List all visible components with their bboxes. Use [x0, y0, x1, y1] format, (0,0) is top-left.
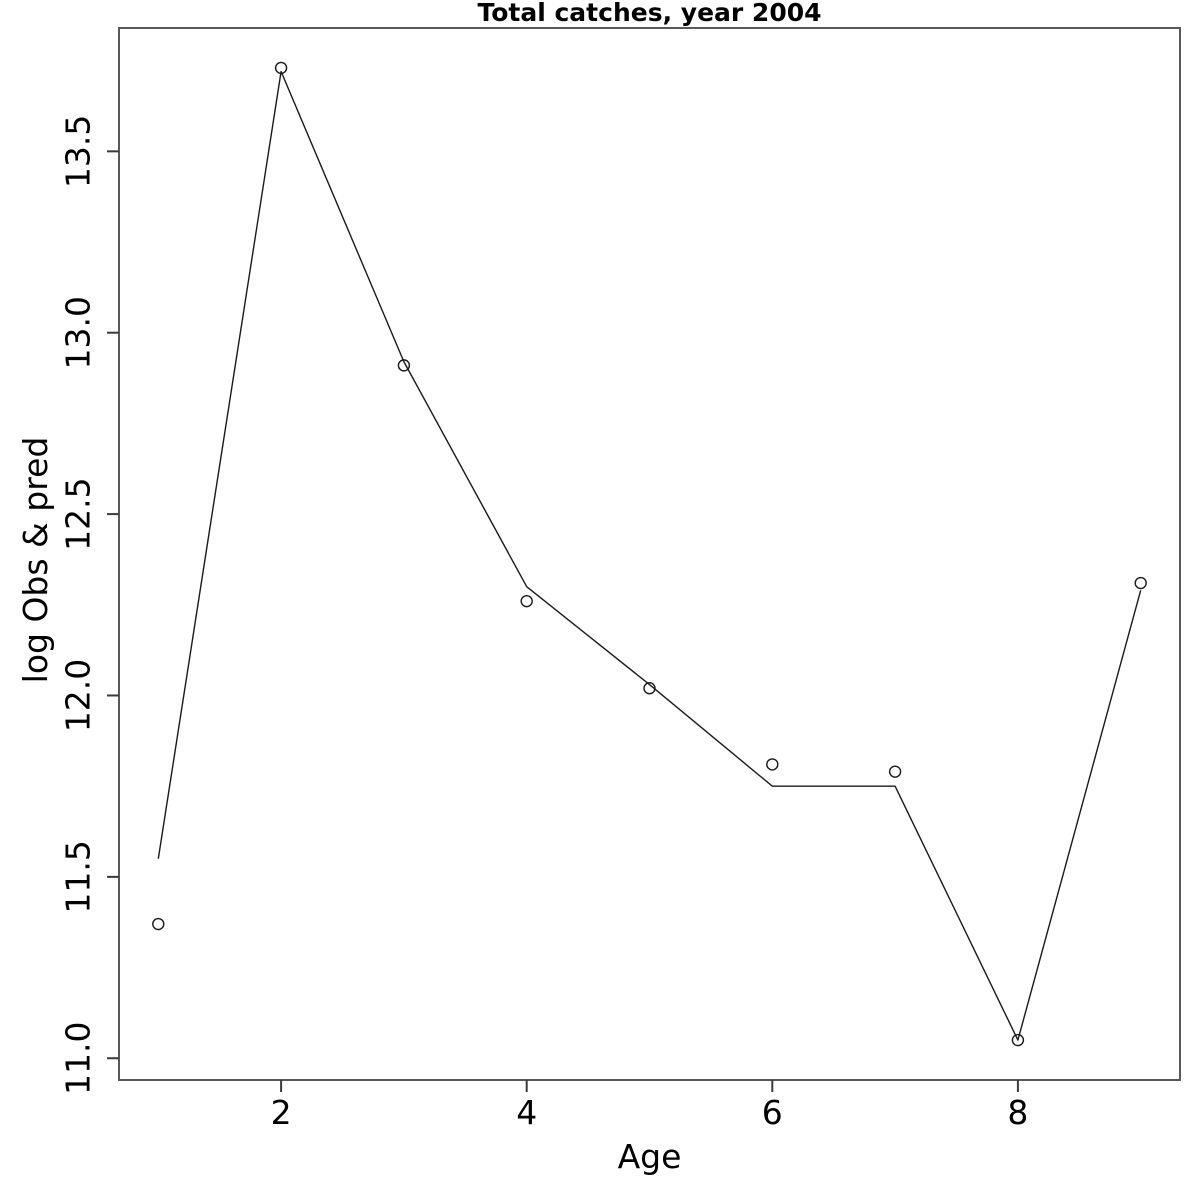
- y-tick-label: 12.0: [59, 659, 98, 732]
- predicted-line: [157, 70, 1142, 1041]
- y-tick-label: 13.5: [59, 115, 98, 188]
- observed-point: [520, 594, 533, 608]
- y-tick-label: 11.5: [59, 840, 98, 913]
- observed-point: [1011, 1033, 1025, 1047]
- x-tick-label: 4: [516, 1093, 537, 1132]
- y-axis-title: log Obs & pred: [16, 436, 55, 684]
- y-tick-label: 11.0: [59, 1021, 98, 1094]
- y-tick-label: 12.5: [59, 477, 98, 550]
- observed-point: [152, 917, 165, 931]
- observed-point: [643, 682, 656, 695]
- x-axis-title: Age: [617, 1137, 682, 1176]
- observed-point: [397, 359, 411, 372]
- x-tick-label: 6: [762, 1093, 783, 1132]
- observed-point: [274, 61, 288, 75]
- x-tick-label: 2: [271, 1093, 292, 1132]
- observed-point: [766, 758, 779, 771]
- observed-point: [1134, 576, 1147, 590]
- y-tick-label: 13.0: [59, 296, 98, 369]
- x-tick-label: 8: [1007, 1093, 1028, 1132]
- plot-border: [118, 27, 1181, 1081]
- observed-point: [888, 765, 902, 778]
- chart-title: Total catches, year 2004: [477, 0, 822, 27]
